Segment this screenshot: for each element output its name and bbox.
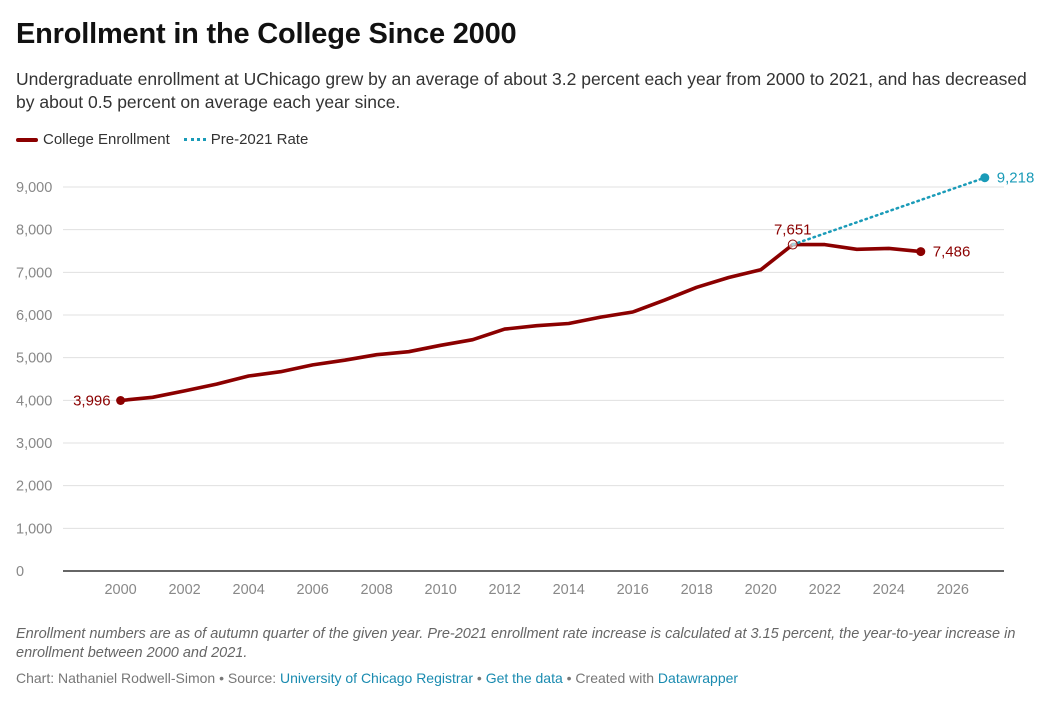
projection-line [791,176,987,246]
y-tick-label: 8,000 [16,223,52,239]
line-chart: 0 1,000 2,000 3,000 4,000 5,000 6,000 7,000 8,00… [16,170,1034,598]
legend-label-projection: Pre-2021 Rate [210,131,309,148]
x-tick-label: 2018 [681,582,713,598]
y-tick-label: 3,000 [16,436,52,452]
data-point-marker [787,239,798,250]
data-label: 3,996 [73,393,111,410]
markers [116,173,990,406]
chart-subtitle: Undergraduate enrollment at UChicago gre… [16,69,1027,112]
series-lines [118,176,987,403]
y-tick-label: 2,000 [16,479,52,495]
x-tick-label: 2012 [489,582,521,598]
credits-created: • Created with [562,670,658,686]
legend-swatch-projection [183,138,206,141]
x-tick-label: 2002 [168,582,200,598]
data-label: 7,486 [933,244,971,261]
credits-author: Chart: Nathaniel Rodwell-Simon • Source: [16,670,281,686]
data-point-marker [980,173,990,183]
legend-item-enrollment[interactable]: College Enrollment [16,131,170,148]
gridlines [63,186,1004,529]
y-tick-label: 5,000 [16,351,52,367]
x-tick-label: 2020 [745,582,777,598]
chart-note: Enrollment numbers are as of autumn quar… [16,626,1016,661]
credits: Chart: Nathaniel Rodwell-Simon • Source:… [16,670,738,686]
chart-title: Enrollment in the College Since 2000 [16,18,517,50]
x-tick-label: 2008 [361,582,393,598]
datawrapper-link[interactable]: Datawrapper [657,670,739,686]
x-tick-label: 2026 [937,582,969,598]
y-tick-label: 4,000 [16,393,52,409]
x-tick-label: 2000 [104,582,136,598]
enrollment-line [118,242,923,403]
source-link[interactable]: University of Chicago Registrar [280,670,473,686]
legend-label-enrollment: College Enrollment [43,131,170,148]
y-tick-label: 0 [16,564,24,580]
y-tick-label: 7,000 [16,265,52,281]
x-tick-label: 2024 [873,582,905,598]
data-labels: 3,996 7,651 7,486 9,218 [73,170,1034,410]
get-data-link[interactable]: Get the data [485,670,563,686]
legend: College Enrollment Pre-2021 Rate [16,131,322,148]
data-label: 9,218 [997,170,1035,187]
x-tick-label: 2014 [553,582,585,598]
data-point-marker [116,396,126,406]
x-tick-label: 2004 [233,582,265,598]
data-label: 7,651 [774,222,812,239]
y-tick-label: 9,000 [16,180,52,196]
x-tick-label: 2016 [617,582,649,598]
x-tick-label: 2010 [425,582,457,598]
legend-item-projection[interactable]: Pre-2021 Rate [183,131,309,148]
x-tick-label: 2006 [297,582,329,598]
x-axis: 2000 2002 2004 2006 2008 2010 2012 2014 2016 2018… [63,570,1004,598]
y-tick-label: 1,000 [16,521,52,537]
legend-swatch-enrollment [16,137,38,142]
credits-sep: • [473,670,486,686]
data-point-marker [916,247,926,257]
x-tick-label: 2022 [809,582,841,598]
y-tick-label: 6,000 [16,308,52,324]
y-axis: 0 1,000 2,000 3,000 4,000 5,000 6,000 7,000 8,00… [16,180,52,580]
